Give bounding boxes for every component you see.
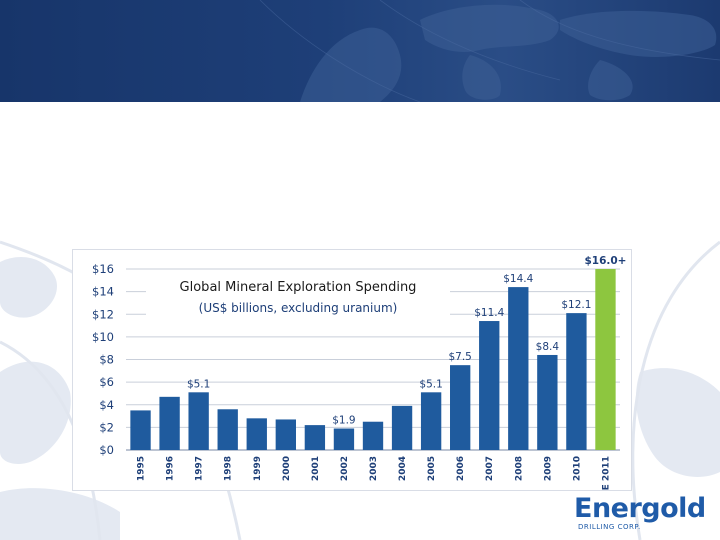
x-tick-label: 2004 xyxy=(398,456,408,481)
x-tick-label: 2000 xyxy=(282,456,292,481)
y-tick-label: $16 xyxy=(92,262,114,276)
y-tick-label: $0 xyxy=(99,443,114,457)
x-tick-label: 2005 xyxy=(427,456,437,481)
x-tick-label: 2003 xyxy=(369,456,379,481)
y-tick-label: $6 xyxy=(99,375,114,389)
x-tick-label: 1999 xyxy=(253,456,263,481)
bar xyxy=(275,419,296,450)
bar xyxy=(391,405,413,450)
x-tick-label: 2010 xyxy=(572,456,582,481)
y-tick-label: $10 xyxy=(92,330,114,344)
bar xyxy=(566,313,587,450)
bar xyxy=(246,418,267,450)
x-tick-label: 1996 xyxy=(166,456,176,481)
bar xyxy=(304,425,326,450)
x-axis-labels: 1995 1996 1997 1998 1999 2000 2001 2002 2003 2004… xyxy=(137,456,612,490)
bar xyxy=(333,428,355,450)
data-label: $14.4 xyxy=(503,273,533,285)
data-label: $7.5 xyxy=(448,351,471,363)
header-banner xyxy=(0,0,720,102)
x-tick-label: 2002 xyxy=(340,456,350,481)
x-tick-label: 2009 xyxy=(543,456,553,481)
logo-tagline: DRILLING CORP. xyxy=(578,523,641,531)
chart-subtitle: (US$ billions, excluding uranium) xyxy=(199,301,398,315)
world-map-graphic xyxy=(259,0,720,102)
x-tick-label: E 2011 xyxy=(601,456,611,490)
bar xyxy=(159,396,180,450)
bar xyxy=(130,410,151,450)
bar xyxy=(362,421,384,450)
bar xyxy=(420,392,442,450)
data-labels: $5.1 $1.9 $5.1 $7.5 $11.4 $14.4 $8.4 $12.1 $16.0… xyxy=(187,255,627,427)
x-tick-label: 2007 xyxy=(485,456,495,481)
data-label: $1.9 xyxy=(332,415,355,427)
y-tick-label: $12 xyxy=(92,307,114,321)
chart-title: Global Mineral Exploration Spending xyxy=(180,280,417,295)
x-tick-label: 1997 xyxy=(195,456,205,481)
bars xyxy=(130,269,616,450)
y-tick-label: $8 xyxy=(99,353,114,367)
x-tick-label: 2008 xyxy=(514,456,524,481)
x-tick-label: 1998 xyxy=(224,456,234,481)
logo-wordmark: Energold xyxy=(574,493,706,524)
data-label: $5.1 xyxy=(419,378,442,390)
energold-logo: Energold DRILLING CORP. xyxy=(574,494,708,534)
x-tick-label: 1995 xyxy=(137,456,147,481)
bar xyxy=(450,365,471,450)
title-box xyxy=(146,275,450,323)
y-tick-label: $2 xyxy=(99,420,114,434)
data-label: $8.4 xyxy=(536,341,560,353)
y-tick-label: $4 xyxy=(99,398,114,412)
data-label: $12.1 xyxy=(561,299,591,311)
bar xyxy=(508,287,529,450)
data-label: $5.1 xyxy=(187,378,210,390)
bar xyxy=(217,409,238,450)
exploration-spending-chart: $0$2$4$6$8$10$12$14$16 1995 1996 1997 1998 1… xyxy=(92,255,627,490)
bar xyxy=(537,354,558,450)
bar xyxy=(479,321,500,450)
y-axis-ticks: $0 $2 $4 $6 $8 $10 $12 $14 $16 xyxy=(92,262,114,457)
data-label: $16.0+ xyxy=(584,255,626,267)
globe-watermark-graphic xyxy=(0,240,720,540)
x-tick-label: 2006 xyxy=(456,456,466,481)
bar xyxy=(188,392,209,450)
data-label: $11.4 xyxy=(474,307,504,319)
y-tick-label: $14 xyxy=(92,285,114,299)
x-tick-label: 2001 xyxy=(311,456,321,481)
bar xyxy=(595,269,616,450)
background-globe-watermark xyxy=(0,222,720,540)
